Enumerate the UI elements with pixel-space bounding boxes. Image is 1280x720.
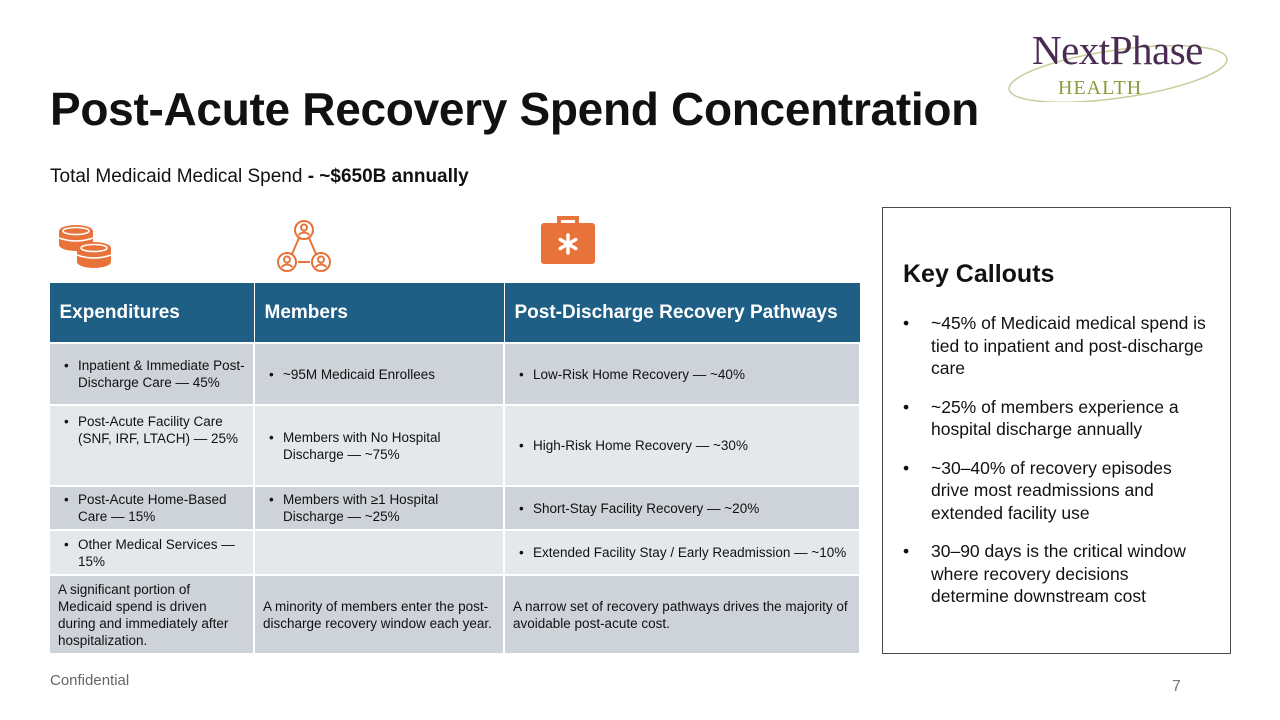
summary-members: A minority of members enter the post-dis… — [253, 574, 505, 655]
cell-text: Short-Stay Facility Recovery — ~20% — [519, 500, 851, 517]
logo-subtitle: HEALTH — [1058, 77, 1143, 99]
page-title: Post-Acute Recovery Spend Concentration — [50, 83, 979, 135]
table-cell: Members with No Hospital Discharge — ~75… — [253, 404, 505, 487]
table-cell: High-Risk Home Recovery — ~30% — [503, 404, 861, 487]
table-cell: Inpatient & Immediate Post-Discharge Car… — [48, 342, 255, 406]
callouts-list: ~45% of Medicaid medical spend is tied t… — [903, 312, 1208, 624]
callout-item: ~25% of members experience a hospital di… — [903, 396, 1208, 441]
cell-text: Post-Acute Facility Care (SNF, IRF, LTAC… — [64, 413, 245, 447]
table-row: Other Medical Services — 15% Extended Fa… — [48, 529, 861, 576]
confidential-label: Confidential — [50, 672, 130, 689]
coins-icon — [58, 225, 112, 268]
table-cell: Short-Stay Facility Recovery — ~20% — [503, 485, 861, 531]
header-expenditures: Expenditures — [48, 282, 255, 344]
medical-kit-icon — [541, 216, 595, 264]
header-recovery-pathways: Post-Discharge Recovery Pathways — [503, 282, 861, 344]
key-callouts-panel: Key Callouts ~45% of Medicaid medical sp… — [882, 207, 1231, 654]
logo-name: NextPhase — [1032, 27, 1203, 73]
page-subtitle: Total Medicaid Medical Spend - ~$650B an… — [50, 166, 469, 188]
table-header-row: Expenditures Members Post-Discharge Reco… — [48, 282, 861, 344]
cell-text: Inpatient & Immediate Post-Discharge Car… — [64, 357, 245, 391]
cell-text: Members with ≥1 Hospital Discharge — ~25… — [269, 491, 495, 525]
logo-swoosh-icon — [1008, 44, 1228, 102]
subtitle-label: Total Medicaid Medical Spend — [50, 166, 303, 187]
table-cell: Other Medical Services — 15% — [48, 529, 255, 576]
cell-text: High-Risk Home Recovery — ~30% — [519, 437, 851, 454]
table-cell: Post-Acute Facility Care (SNF, IRF, LTAC… — [48, 404, 255, 487]
page-number: 7 — [1172, 678, 1181, 695]
spend-table: Expenditures Members Post-Discharge Reco… — [48, 282, 861, 655]
table-cell: ~95M Medicaid Enrollees — [253, 342, 505, 406]
cell-text: Post-Acute Home-Based Care — 15% — [64, 491, 245, 525]
network-people-icon — [277, 220, 331, 272]
header-members: Members — [253, 282, 505, 344]
cell-text: Extended Facility Stay / Early Readmissi… — [519, 544, 851, 561]
table-cell-empty — [253, 529, 505, 576]
cell-text: Members with No Hospital Discharge — ~75… — [269, 429, 495, 463]
table-cell: Members with ≥1 Hospital Discharge — ~25… — [253, 485, 505, 531]
table-row: Post-Acute Home-Based Care — 15% Members… — [48, 485, 861, 531]
cell-text: ~95M Medicaid Enrollees — [269, 366, 495, 383]
table-cell: Extended Facility Stay / Early Readmissi… — [503, 529, 861, 576]
table-cell: Post-Acute Home-Based Care — 15% — [48, 485, 255, 531]
table-row: Post-Acute Facility Care (SNF, IRF, LTAC… — [48, 404, 861, 487]
summary-expenditures: A significant portion of Medicaid spend … — [48, 574, 255, 655]
callout-item: ~45% of Medicaid medical spend is tied t… — [903, 312, 1208, 380]
callout-item: 30–90 days is the critical window where … — [903, 540, 1208, 608]
callout-item: ~30–40% of recovery episodes drive most … — [903, 457, 1208, 525]
callouts-title: Key Callouts — [903, 260, 1055, 288]
cell-text: Low-Risk Home Recovery — ~40% — [519, 366, 851, 383]
table-row: Inpatient & Immediate Post-Discharge Car… — [48, 342, 861, 406]
table-summary-row: A significant portion of Medicaid spend … — [48, 574, 861, 655]
table-cell: Low-Risk Home Recovery — ~40% — [503, 342, 861, 406]
cell-text: Other Medical Services — 15% — [64, 536, 245, 570]
summary-pathways: A narrow set of recovery pathways drives… — [503, 574, 861, 655]
subtitle-total: - ~$650B annually — [302, 166, 469, 187]
company-logo: NextPhase HEALTH — [1000, 22, 1250, 102]
